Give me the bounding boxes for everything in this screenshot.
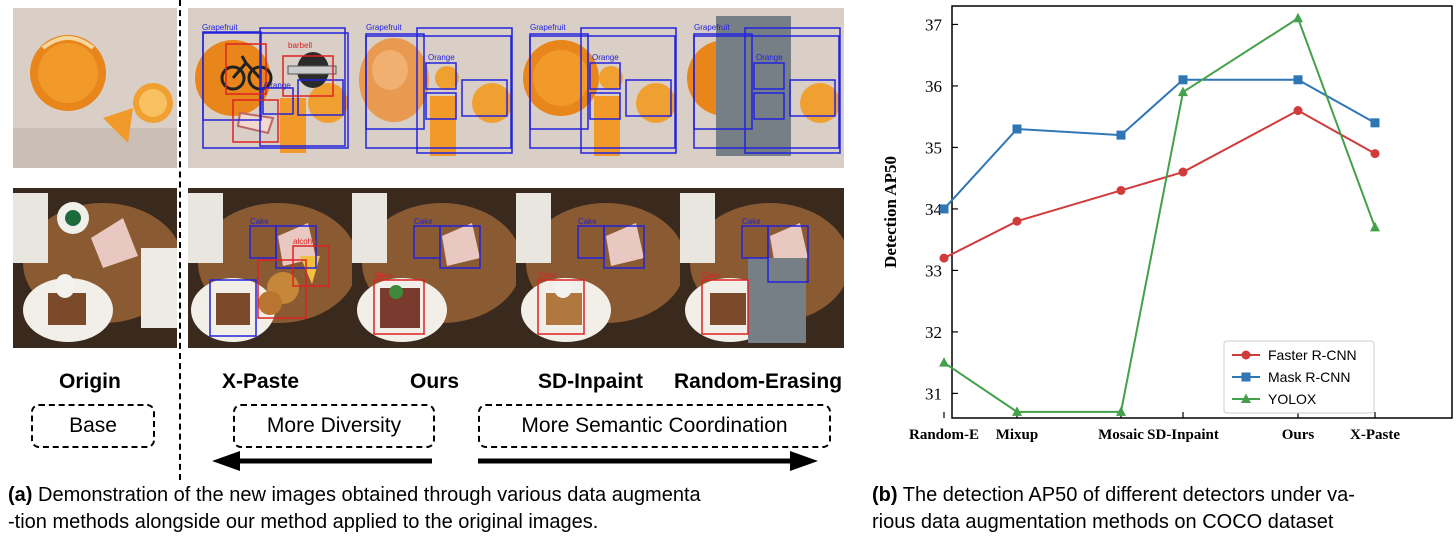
- cake-label-red: Cake: [538, 271, 557, 280]
- cake-xpaste-image: Cake alcohol: [188, 188, 352, 348]
- data-point: [1012, 406, 1022, 416]
- series-line-mask-r-cnn: [943, 78, 1376, 210]
- orange-label: Orange: [756, 53, 783, 62]
- x-tick-label: Ours: [1282, 427, 1315, 443]
- label-random-erasing: Random-Erasing: [674, 370, 843, 393]
- x-tick-label: Random-E: [909, 427, 979, 443]
- grapefruit-label: Grapefruit: [366, 23, 402, 32]
- label-sdinpaint: SD-Inpaint: [538, 370, 643, 393]
- orange-xpaste-image: Grapefruit barbell Orange: [188, 8, 352, 168]
- data-point: [1370, 118, 1380, 128]
- orange-origin-image: [13, 8, 177, 168]
- caption-a-label: (a): [8, 484, 33, 506]
- data-point: [1178, 167, 1188, 177]
- cake-label-red: Cake: [702, 271, 721, 280]
- more-semantic-box: More Semantic Coordination: [478, 404, 831, 448]
- alcohol-label: alcohol: [293, 237, 319, 246]
- y-tick-label: 37: [925, 15, 943, 34]
- orange-label: Orange: [428, 53, 455, 62]
- orange-sdinpaint-image: Grapefruit Orange: [516, 8, 680, 168]
- x-tick-label: Mosaic: [1098, 427, 1144, 443]
- data-point: [939, 357, 949, 367]
- x-ticks: Random-E Mixup Mosaic SD-Inpaint Ours X-Paste: [909, 412, 1400, 443]
- data-point: [1116, 185, 1126, 195]
- data-point: [1012, 124, 1022, 134]
- caption-b-label: (b): [872, 484, 898, 506]
- legend-marker: [1241, 372, 1251, 382]
- steak-label: Steak: [374, 271, 395, 280]
- caption-a-line1: Demonstration of the new images obtained…: [32, 484, 701, 506]
- cake-label: Cake: [414, 217, 433, 226]
- grapefruit-label: Grapefruit: [530, 23, 566, 32]
- x-tick-label: Mixup: [996, 427, 1039, 443]
- cake-origin-image: [13, 188, 177, 348]
- y-tick-label: 31: [925, 384, 942, 403]
- caption-a: (a) Demonstration of the new images obta…: [8, 482, 858, 536]
- caption-b-line2: rious data augmentation methods on COCO …: [872, 511, 1334, 533]
- barbell-label: barbell: [288, 41, 312, 50]
- data-point: [1370, 221, 1380, 232]
- orange-ours-image: Grapefruit Orange: [352, 8, 516, 168]
- legend-marker: [1241, 393, 1251, 403]
- data-point: [1116, 406, 1126, 416]
- series-line-yolox: [943, 16, 1376, 413]
- orange-random-erasing-image: Grapefruit Orange: [680, 8, 844, 168]
- plot-frame: [951, 5, 1453, 419]
- orange-label: Orange: [264, 81, 291, 90]
- y-tick-label: 34: [925, 200, 943, 219]
- cake-random-erasing-image: Cake Cake: [680, 188, 844, 348]
- series-line-faster-r-cnn: [943, 109, 1376, 260]
- x-tick-label: X-Paste: [1350, 427, 1400, 443]
- arrows: [212, 451, 818, 471]
- data-point: [1116, 130, 1126, 140]
- data-point: [1012, 216, 1022, 226]
- x-tick-label: SD-Inpaint: [1147, 427, 1219, 443]
- label-origin: Origin: [59, 370, 121, 393]
- grapefruit-label: Grapefruit: [694, 23, 730, 32]
- label-ours: Ours: [410, 370, 460, 393]
- data-point: [1370, 149, 1380, 159]
- y-tick-label: 33: [925, 261, 942, 280]
- cake-label: Cake: [578, 217, 597, 226]
- data-point: [1293, 12, 1303, 23]
- arrow-right-icon: [790, 451, 818, 471]
- data-point: [1178, 86, 1188, 97]
- data-point: [1293, 106, 1303, 116]
- data-point: [1178, 75, 1188, 85]
- caption-b-line1: The detection AP50 of different detector…: [897, 484, 1355, 506]
- cake-ours-image: Cake Steak: [352, 188, 516, 348]
- legend-label: YOLOX: [1268, 391, 1317, 407]
- base-box: Base: [31, 404, 155, 448]
- caption-a-line2: -tion methods alongside our method appli…: [8, 511, 599, 533]
- y-tick-label: 36: [925, 77, 942, 96]
- legend-label: Mask R-CNN: [1268, 369, 1350, 385]
- data-point: [939, 253, 949, 263]
- arrow-left-icon: [212, 451, 240, 471]
- y-tick-label: 32: [925, 323, 942, 342]
- legend: Faster R-CNN Mask R-CNN YOLOX: [1223, 340, 1375, 414]
- data-point: [1293, 75, 1303, 85]
- data-point: [939, 204, 949, 214]
- cake-sdinpaint-image: Cake Cake: [516, 188, 680, 348]
- caption-b: (b) The detection AP50 of different dete…: [872, 482, 1456, 536]
- orange-label: Orange: [592, 53, 619, 62]
- cake-label: Cake: [250, 217, 269, 226]
- label-xpaste: X-Paste: [222, 370, 300, 393]
- y-tick-label: 35: [925, 138, 942, 157]
- more-diversity-box: More Diversity: [233, 404, 435, 448]
- series-group: [939, 12, 1380, 416]
- vertical-divider: [179, 0, 181, 480]
- legend-label: Faster R-CNN: [1268, 347, 1357, 363]
- y-ticks: 31 32 33 34 35 36 37: [925, 15, 958, 403]
- cake-label: Cake: [742, 217, 761, 226]
- grapefruit-label: Grapefruit: [202, 23, 238, 32]
- legend-marker: [1241, 350, 1251, 360]
- y-axis-label: Detection AP50: [881, 156, 900, 268]
- legend-frame: [1223, 340, 1375, 414]
- ap50-line-chart: 31 32 33 34 35 36 37 Random-E Mixup Mosaic SD-Inp…: [881, 5, 1453, 443]
